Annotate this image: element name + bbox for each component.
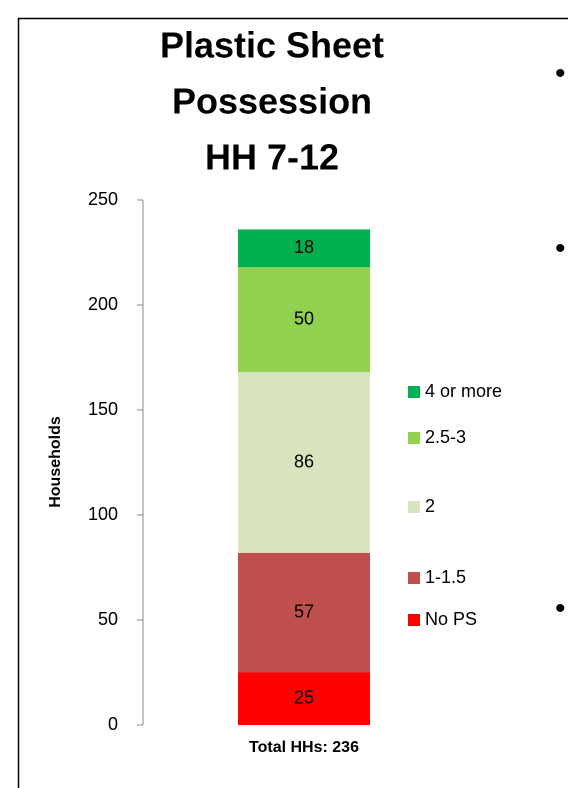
data-label: 18 bbox=[294, 237, 314, 257]
legend-swatch bbox=[408, 432, 420, 444]
chart-title: HH 7-12 bbox=[205, 137, 339, 178]
legend-label: 2.5-3 bbox=[425, 427, 466, 447]
y-axis-label: Households bbox=[47, 416, 64, 508]
y-tick-label: 250 bbox=[88, 189, 118, 209]
bar-segment bbox=[238, 372, 370, 553]
bullet: • bbox=[555, 57, 566, 90]
frame bbox=[17, 17, 568, 788]
legend-swatch bbox=[408, 614, 420, 626]
x-tick-label: Total HHs: 236 bbox=[249, 739, 359, 756]
data-label: 86 bbox=[294, 451, 314, 471]
bullet: • bbox=[555, 592, 566, 625]
y-tick-label: 100 bbox=[88, 504, 118, 524]
y-tick-label: 150 bbox=[88, 399, 118, 419]
bar-segment bbox=[238, 267, 370, 373]
bar-segment bbox=[238, 672, 370, 725]
chart-title: Plastic Sheet bbox=[160, 25, 384, 66]
bar-segment bbox=[238, 229, 370, 268]
legend-label: No PS bbox=[425, 609, 477, 629]
y-tick-label: 50 bbox=[98, 609, 118, 629]
legend-label: 1-1.5 bbox=[425, 567, 466, 587]
data-label: 57 bbox=[294, 601, 314, 621]
legend-swatch bbox=[408, 501, 420, 513]
legend-label: 2 bbox=[425, 496, 435, 516]
data-label: 25 bbox=[294, 688, 314, 708]
y-tick-label: 200 bbox=[88, 294, 118, 314]
data-label: 50 bbox=[294, 308, 314, 328]
bullet: • bbox=[555, 232, 566, 265]
legend-label: 4 or more bbox=[425, 381, 502, 401]
legend-swatch bbox=[408, 572, 420, 584]
bar-segment bbox=[238, 552, 370, 673]
y-tick-label: 0 bbox=[108, 714, 118, 734]
legend-swatch bbox=[408, 386, 420, 398]
chart-title: Possession bbox=[172, 81, 372, 122]
